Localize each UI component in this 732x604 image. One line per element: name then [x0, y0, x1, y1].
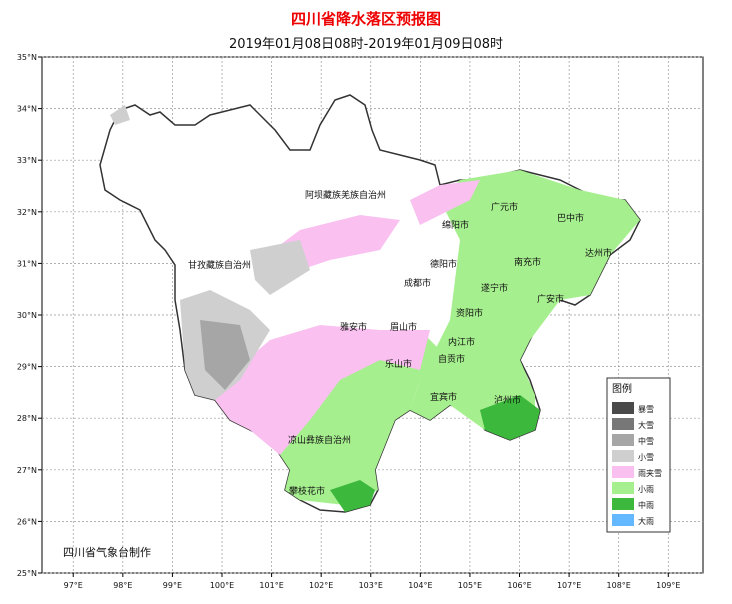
city: 资阳市	[456, 307, 483, 319]
legend-swatch	[612, 434, 634, 446]
legend-title: 图例	[612, 382, 632, 395]
lat-label: 26°N	[17, 517, 37, 526]
title: 四川省降水落区预报图	[291, 10, 441, 28]
lon-label: 98°E	[113, 581, 132, 590]
legend-label: 暴雪	[638, 405, 654, 414]
city: 内江市	[448, 336, 475, 348]
lon-label: 104°E	[408, 581, 432, 590]
sleet	[410, 180, 480, 225]
city: 泸州市	[494, 394, 521, 406]
light-rain	[280, 330, 440, 505]
legend-swatch	[612, 482, 634, 494]
city: 达州市	[585, 247, 612, 259]
city: 甘孜藏族自治州	[188, 259, 251, 271]
moderate-rain	[480, 395, 540, 440]
city: 成都市	[404, 277, 431, 289]
lon-label: 100°E	[210, 581, 234, 590]
lat-label: 35°N	[17, 53, 37, 62]
legend-swatch	[612, 402, 634, 414]
lat-label: 27°N	[17, 466, 37, 475]
lat-label: 29°N	[17, 363, 37, 372]
city: 绵阳市	[442, 219, 469, 231]
city: 攀枝花市	[289, 485, 325, 497]
lat-label: 33°N	[17, 156, 37, 165]
subtitle: 2019年01月08日08时-2019年01月09日08时	[229, 37, 503, 52]
city: 乐山市	[385, 358, 412, 370]
legend-label: 大雪	[638, 420, 654, 430]
legend-label: 大雨	[638, 516, 654, 526]
lon-label: 107°E	[557, 581, 581, 590]
city: 眉山市	[390, 321, 417, 333]
light-rain	[410, 170, 640, 430]
lon-label: 101°E	[259, 581, 283, 590]
lat-label: 30°N	[17, 311, 37, 320]
city: 凉山彝族自治州	[288, 434, 351, 446]
city: 自贡市	[438, 353, 465, 365]
city: 广安市	[537, 293, 564, 305]
city: 雅安市	[340, 321, 367, 333]
city: 广元市	[491, 201, 518, 213]
city: 巴中市	[557, 212, 584, 224]
lon-label: 102°E	[309, 581, 333, 590]
legend-swatch	[612, 514, 634, 526]
legend-swatch	[612, 418, 634, 430]
legend-swatch	[612, 498, 634, 510]
light-snow	[110, 105, 130, 125]
sleet	[215, 325, 430, 455]
legend-label: 小雨	[638, 485, 654, 494]
lon-label: 105°E	[458, 581, 482, 590]
lon-label: 106°E	[507, 581, 531, 590]
lon-label: 97°E	[64, 581, 83, 590]
legend-swatch	[612, 450, 634, 462]
lon-label: 109°E	[656, 581, 680, 590]
moderate-rain	[330, 480, 375, 512]
lon-label: 108°E	[607, 581, 631, 590]
legend-label: 中雨	[638, 500, 654, 510]
city: 阿坝藏族羌族自治州	[305, 189, 386, 201]
moderate-snow	[200, 320, 250, 390]
legend-label: 雨夹雪	[638, 468, 662, 478]
legend-label: 小雪	[638, 453, 654, 462]
lat-label: 32°N	[17, 208, 37, 217]
lat-label: 25°N	[17, 569, 37, 578]
city: 德阳市	[430, 258, 457, 270]
city: 宜宾市	[430, 391, 457, 403]
credit: 四川省气象台制作	[63, 545, 151, 559]
city: 遂宁市	[481, 282, 508, 294]
lat-label: 31°N	[17, 259, 37, 268]
light-snow	[250, 240, 310, 295]
city: 南充市	[514, 256, 541, 268]
legend-label: 中雪	[638, 436, 654, 446]
legend-swatch	[612, 466, 634, 478]
lon-label: 99°E	[163, 581, 182, 590]
lat-label: 34°N	[17, 105, 37, 114]
lon-label: 103°E	[359, 581, 383, 590]
lat-label: 28°N	[17, 414, 37, 423]
precip-areas	[99, 94, 641, 513]
city-labels: 阿坝藏族羌族自治州 甘孜藏族自治州 广元市 巴中市 绵阳市 德阳市 南充市 达州…	[188, 189, 612, 497]
